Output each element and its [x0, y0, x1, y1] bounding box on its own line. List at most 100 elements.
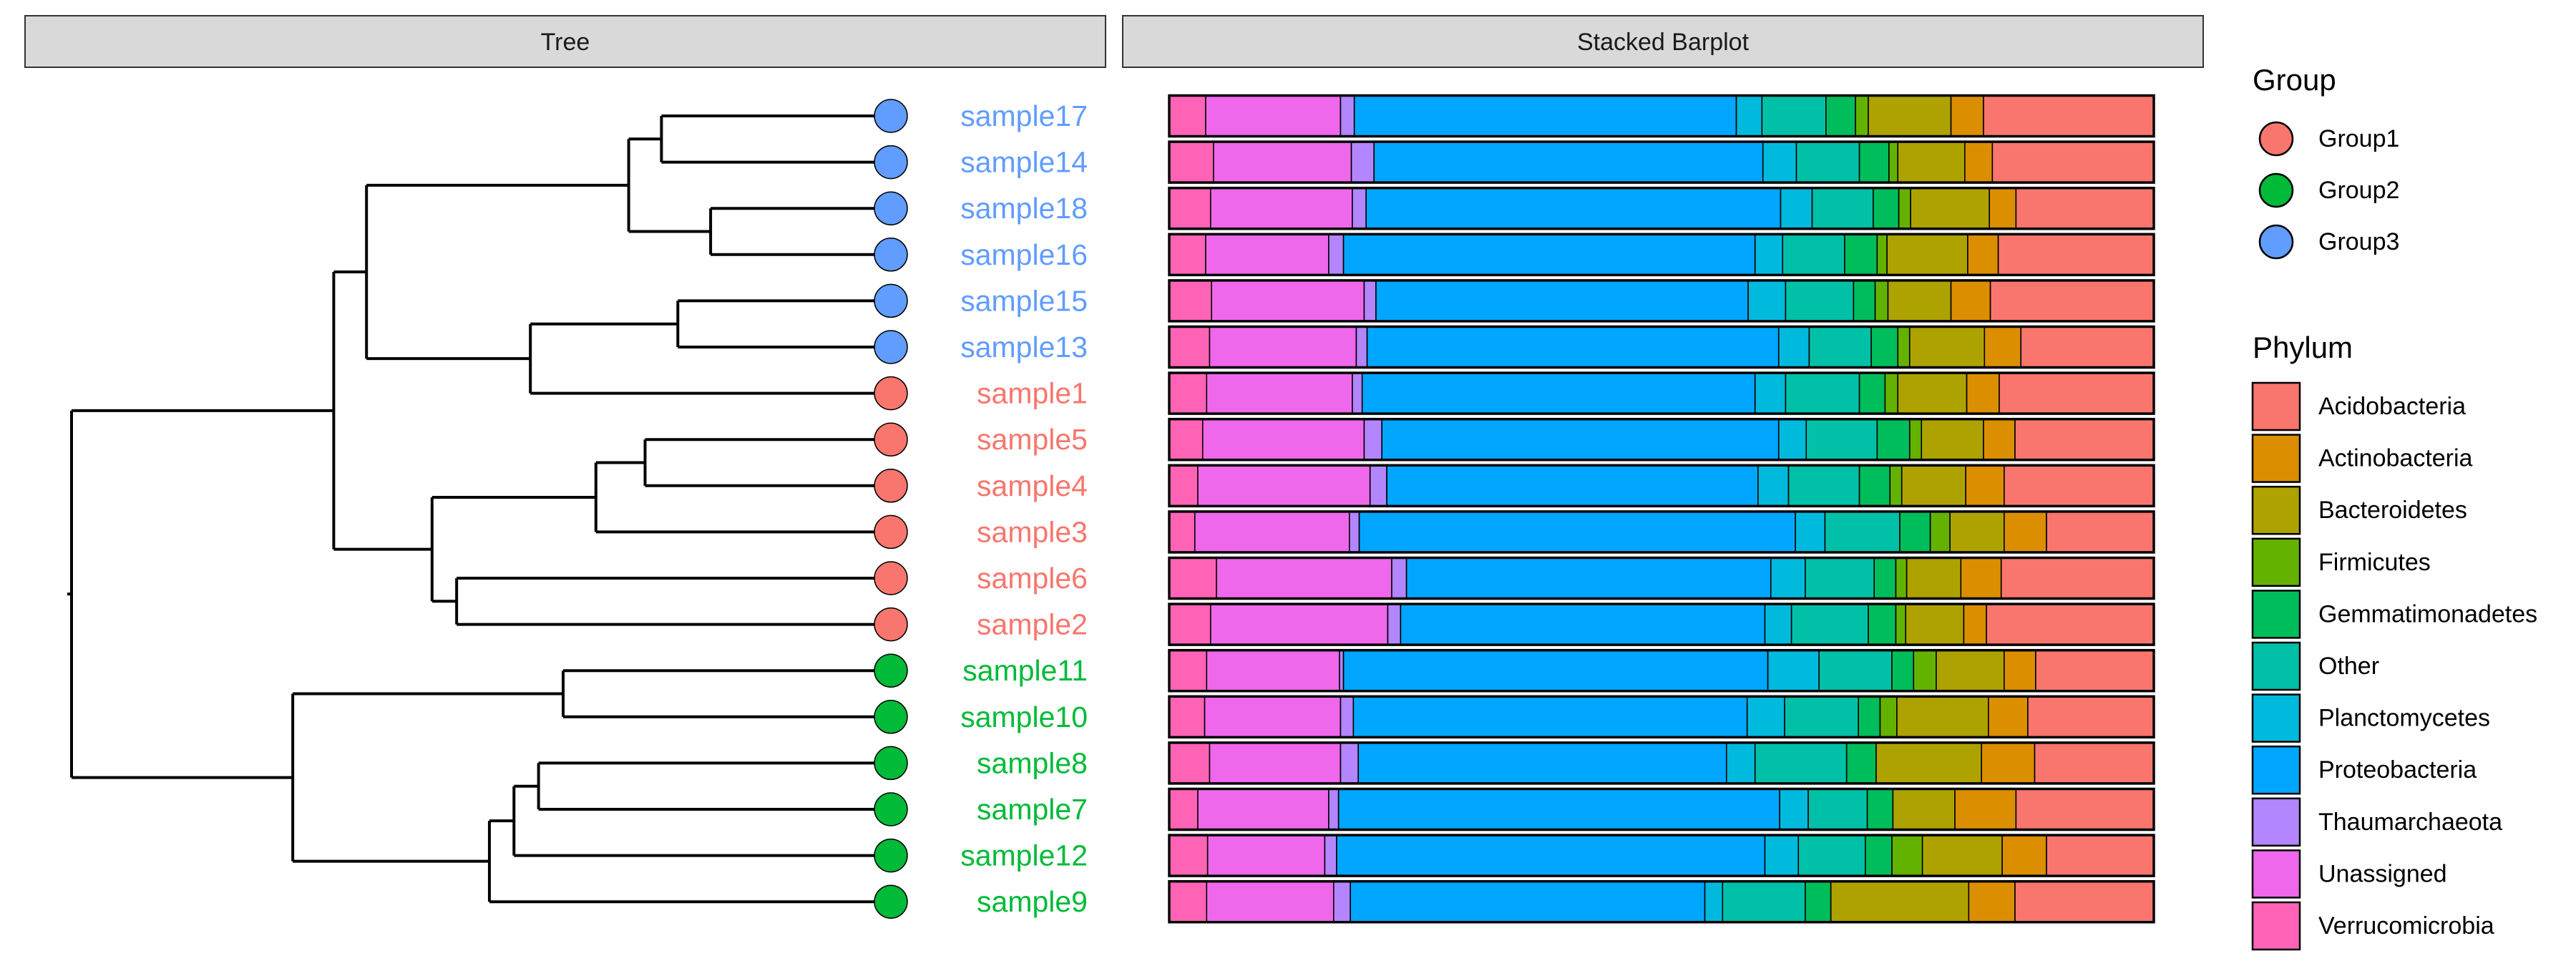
- bar-segment-sample4-planctomycetes: [1757, 464, 1790, 507]
- bar-segment-sample1-thaumarchaeota: [1352, 372, 1363, 414]
- group-legend-label-group1: Group1: [2318, 125, 2399, 152]
- bar-segment-sample7-gemmatimonadetes: [1866, 788, 1894, 831]
- bar-segment-sample11-gemmatimonadetes: [1891, 649, 1915, 692]
- bar-segment-sample18-verrucomicrobia: [1169, 187, 1211, 230]
- bar-segment-sample14-bacteroidetes: [1897, 141, 1966, 183]
- bar-segment-sample16-thaumarchaeota: [1328, 233, 1345, 276]
- bar-row-sample10: [1168, 695, 2155, 739]
- tree-strip-label: Tree: [541, 29, 590, 56]
- bar-segment-sample1-other: [1785, 372, 1860, 414]
- bar-outline-sample2: [1168, 602, 2155, 646]
- bar-outline-sample3: [1168, 510, 2155, 554]
- bar-outline-sample17: [1168, 94, 2155, 138]
- tip-label-sample17: sample17: [960, 99, 1088, 132]
- phylum-legend-entry-other: Other: [2251, 641, 2379, 691]
- bar-row-sample3: [1168, 510, 2155, 554]
- tip-label-sample11: sample11: [962, 654, 1088, 687]
- tip-point-sample3: [874, 514, 908, 550]
- bar-segment-sample10-other: [1784, 696, 1859, 738]
- bar-row-sample2: [1168, 602, 2155, 646]
- phylum-legend-entry-verrucomicrobia: Verrucomicrobia: [2251, 901, 2494, 951]
- bar-segment-sample14-actinobacteria: [1964, 141, 1994, 183]
- bar-segment-sample14-acidobacteria: [1991, 141, 2155, 183]
- phylum-legend-entry-gemmatimonadetes: Gemmatimonadetes: [2251, 590, 2537, 639]
- bar-segment-sample3-actinobacteria: [2004, 511, 2047, 553]
- phylum-legend-key-verrucomicrobia: [2251, 901, 2301, 951]
- bar-segment-sample14-unassigned: [1213, 141, 1352, 183]
- tree-panel-strip: Tree: [24, 15, 1106, 68]
- bar-outline-sample8: [1168, 741, 2155, 785]
- bar-segment-sample3-acidobacteria: [2046, 511, 2155, 553]
- group-legend-entry-group1: Group1: [2258, 121, 2399, 157]
- bar-segment-sample8-bacteroidetes: [1875, 742, 1983, 784]
- bar-row-sample15: [1168, 279, 2155, 323]
- bar-row-sample14: [1168, 140, 2155, 184]
- tip-label-sample3: sample3: [977, 515, 1088, 548]
- bar-segment-sample3-planctomycetes: [1795, 511, 1826, 553]
- tip-point-sample11: [874, 653, 908, 688]
- bar-outline-sample1: [1168, 371, 2155, 415]
- tip-point-sample4: [874, 469, 908, 503]
- bar-segment-sample4-actinobacteria: [1965, 464, 2005, 507]
- bar-segment-sample5-firmicutes: [1908, 418, 1923, 461]
- group-legend-title: Group: [2253, 63, 2336, 97]
- barplot-strip-background: [1122, 15, 2204, 68]
- bar-segment-sample14-other: [1795, 141, 1860, 183]
- bar-segment-sample3-bacteroidetes: [1949, 511, 2005, 553]
- bar-segment-sample13-proteobacteria: [1366, 326, 1780, 369]
- bar-row-sample9: [1168, 879, 2155, 924]
- bar-segment-sample8-verrucomicrobia: [1169, 742, 1211, 784]
- bar-segment-sample3-unassigned: [1194, 511, 1350, 553]
- tip-point-sample6: [874, 561, 908, 595]
- bar-segment-sample14-verrucomicrobia: [1169, 141, 1214, 183]
- bar-segment-sample4-verrucomicrobia: [1169, 464, 1199, 507]
- bar-segment-sample9-thaumarchaeota: [1332, 880, 1351, 923]
- bar-segment-sample7-verrucomicrobia: [1169, 788, 1199, 831]
- tip-point-sample1: [874, 376, 908, 411]
- tip-label-sample6: sample6: [977, 562, 1088, 595]
- bar-segment-sample18-bacteroidetes: [1910, 187, 1991, 230]
- tip-label-sample9: sample9: [977, 885, 1088, 918]
- bar-segment-sample16-actinobacteria: [1967, 233, 1999, 276]
- bar-segment-sample18-firmicutes: [1898, 187, 1911, 230]
- bar-segment-sample9-bacteroidetes: [1830, 880, 1970, 923]
- bar-segment-sample14-planctomycetes: [1762, 141, 1797, 183]
- bar-segment-sample16-verrucomicrobia: [1169, 233, 1206, 276]
- tip-point-sample9: [874, 884, 908, 919]
- bar-segment-sample11-verrucomicrobia: [1169, 649, 1208, 692]
- bar-segment-sample9-verrucomicrobia: [1169, 880, 1208, 923]
- bar-segment-sample12-firmicutes: [1891, 834, 1923, 877]
- phylum-legend-entry-thaumarchaeota: Thaumarchaeota: [2251, 797, 2502, 847]
- bar-segment-sample1-acidobacteria: [1999, 372, 2155, 414]
- bar-segment-sample4-unassigned: [1197, 464, 1371, 507]
- phylum-legend-label-unassigned: Unassigned: [2318, 860, 2447, 887]
- bar-segment-sample9-unassigned: [1206, 880, 1335, 923]
- bar-outline-sample5: [1168, 417, 2155, 462]
- bar-row-sample6: [1168, 556, 2155, 600]
- phylum-legend-key-unassigned: [2251, 849, 2301, 899]
- bar-segment-sample5-gemmatimonadetes: [1876, 418, 1911, 461]
- bar-segment-sample12-gemmatimonadetes: [1865, 834, 1893, 877]
- bar-row-sample7: [1168, 787, 2155, 831]
- bar-segment-sample9-other: [1722, 880, 1806, 923]
- bar-segment-sample2-bacteroidetes: [1905, 603, 1965, 645]
- bar-segment-sample8-actinobacteria: [1981, 742, 2036, 784]
- group-legend-label-group2: Group2: [2318, 177, 2399, 204]
- phylum-legend-label-verrucomicrobia: Verrucomicrobia: [2318, 912, 2494, 940]
- bar-segment-sample17-firmicutes: [1855, 94, 1869, 137]
- bar-segment-sample16-other: [1782, 233, 1845, 276]
- bar-segment-sample10-bacteroidetes: [1896, 696, 1989, 738]
- bar-segment-sample7-proteobacteria: [1337, 788, 1780, 831]
- bar-segment-sample2-thaumarchaeota: [1387, 603, 1402, 645]
- bar-segment-sample6-unassigned: [1216, 557, 1392, 600]
- bar-segment-sample13-planctomycetes: [1777, 326, 1810, 369]
- bar-segment-sample15-actinobacteria: [1950, 280, 1991, 322]
- bar-row-sample16: [1168, 233, 2155, 277]
- bar-segment-sample5-actinobacteria: [1983, 418, 2016, 461]
- bar-segment-sample9-gemmatimonadetes: [1805, 880, 1832, 923]
- bar-segment-sample15-bacteroidetes: [1887, 280, 1952, 322]
- tip-label-sample8: sample8: [977, 746, 1088, 779]
- bar-segment-sample2-other: [1790, 603, 1869, 645]
- bar-segment-sample4-firmicutes: [1889, 464, 1903, 507]
